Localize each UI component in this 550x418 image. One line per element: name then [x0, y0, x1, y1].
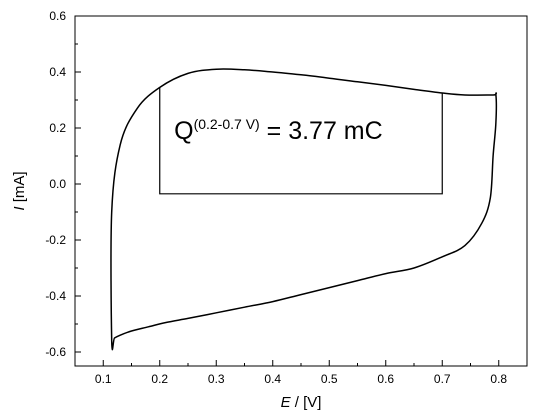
x-tick-label: 0.2: [151, 372, 168, 386]
y-tick-label: 0.6: [49, 9, 66, 23]
cv-curve: [110, 68, 498, 351]
x-axis-ticks: 0.1 0.2 0.3 0.4 0.5 0.6 0.7 0.8: [95, 360, 507, 386]
plot-content: [110, 68, 498, 351]
y-tick-label: -0.2: [45, 233, 66, 247]
plot-frame: [74, 15, 528, 367]
y-axis-label: I [mA]: [11, 171, 28, 210]
y-tick-label: -0.6: [45, 345, 66, 359]
x-tick-label: 0.4: [264, 372, 281, 386]
y-tick-label: 0.4: [49, 65, 66, 79]
charge-annotation: Q(0.2-0.7 V) = 3.77 mC: [174, 116, 383, 145]
charge-integration-box: [159, 87, 443, 195]
y-tick-label: 0.0: [49, 177, 66, 191]
x-tick-label: 0.7: [434, 372, 451, 386]
x-tick-label: 0.3: [208, 372, 225, 386]
x-axis-label: E / [V]: [281, 394, 322, 411]
y-axis-ticks: -0.6 -0.4 -0.2 0.0 0.2 0.4 0.6: [45, 9, 81, 359]
y-tick-label: -0.4: [45, 289, 66, 303]
x-tick-label: 0.8: [490, 372, 507, 386]
x-tick-label: 0.5: [321, 372, 338, 386]
x-tick-label: 0.6: [377, 372, 394, 386]
x-tick-label: 0.1: [95, 372, 112, 386]
y-tick-label: 0.2: [49, 121, 66, 135]
